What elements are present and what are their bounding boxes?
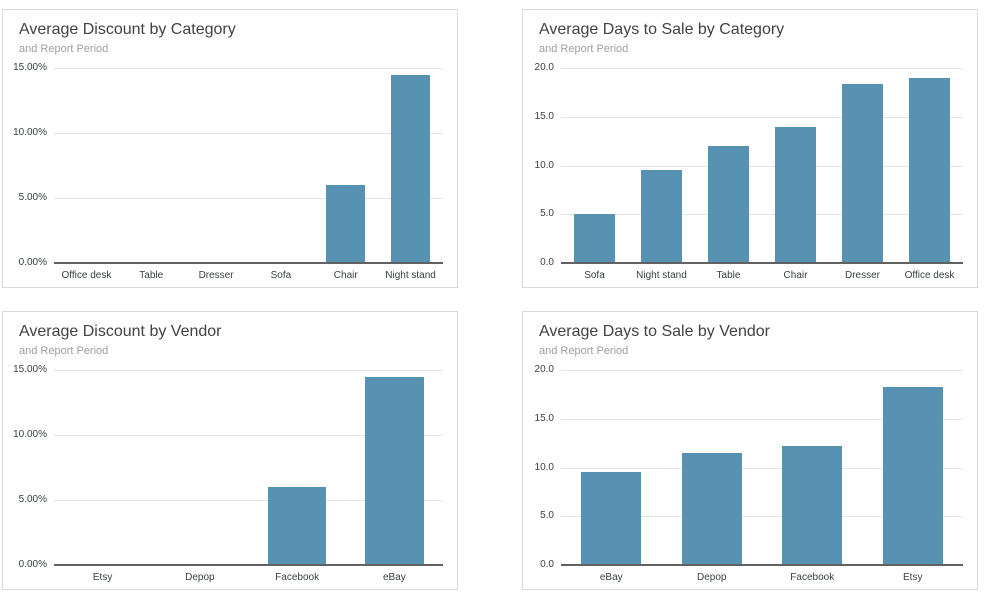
x-tick-label: Sofa: [584, 270, 605, 281]
y-tick-label: 5.00%: [18, 494, 47, 506]
bar-table[interactable]: [708, 146, 749, 263]
plot-area: [561, 370, 963, 566]
y-axis: 0.0 5.0 10.0 15.0 20.0: [523, 365, 554, 570]
gridline: [561, 68, 963, 69]
gridline: [54, 500, 443, 502]
y-tick-label: 15.0: [534, 110, 554, 122]
x-tick-label: Office desk: [61, 270, 112, 281]
gridline: [561, 214, 963, 216]
x-axis-baseline: [561, 564, 963, 566]
bar-etsy[interactable]: [882, 386, 943, 565]
y-tick-label: 15.00%: [13, 364, 47, 375]
y-axis: 0.00% 5.00% 10.00% 15.00%: [3, 365, 47, 570]
bar-facebook[interactable]: [782, 446, 843, 565]
y-tick-label: 15.0: [534, 412, 554, 424]
chart-card-avg-days-to-sale-by-vendor: Average Days to Sale by Vendor and Repor…: [522, 311, 978, 590]
y-tick-label: 5.00%: [18, 192, 47, 204]
chart-title: Average Discount by Vendor: [19, 323, 222, 340]
x-tick-label: Chair: [783, 270, 808, 281]
bar-sofa[interactable]: [574, 214, 615, 263]
bar-dresser[interactable]: [842, 83, 883, 263]
y-tick-label: 10.00%: [13, 127, 47, 139]
gridline: [561, 467, 963, 469]
chart-subtitle: and Report Period: [19, 43, 109, 55]
y-tick-label: 0.00%: [18, 559, 47, 570]
x-tick-label: Facebook: [275, 572, 320, 583]
y-axis: 0.00% 5.00% 10.00% 15.00%: [3, 63, 47, 268]
gridline: [54, 198, 443, 200]
gridline: [54, 68, 443, 69]
x-tick-label: Sofa: [270, 270, 292, 281]
plot-area: [54, 370, 443, 566]
x-axis: Etsy Depop Facebook eBay: [54, 572, 443, 586]
gridline: [54, 370, 443, 371]
x-tick-label: Office desk: [904, 270, 955, 281]
plot-area: [561, 68, 963, 264]
x-tick-label: Night stand: [385, 270, 436, 281]
chart-subtitle: and Report Period: [19, 345, 109, 357]
chart-title: Average Days to Sale by Vendor: [539, 323, 770, 340]
bar-chair[interactable]: [326, 185, 366, 263]
chart-title: Average Discount by Category: [19, 21, 236, 38]
x-tick-label: Etsy: [903, 572, 923, 583]
y-tick-label: 0.0: [540, 559, 554, 570]
x-axis-baseline: [54, 564, 443, 566]
x-tick-label: Dresser: [198, 270, 234, 281]
gridline: [561, 516, 963, 518]
chart-title: Average Days to Sale by Category: [539, 21, 785, 38]
gridline: [54, 435, 443, 437]
gridline: [54, 133, 443, 135]
y-tick-label: 20.0: [534, 62, 554, 73]
x-tick-label: Depop: [185, 572, 215, 583]
chart-card-avg-discount-by-category: Average Discount by Category and Report …: [2, 9, 458, 288]
x-axis-baseline: [54, 262, 443, 264]
y-tick-label: 10.0: [534, 159, 554, 171]
y-tick-label: 20.0: [534, 364, 554, 375]
x-axis-baseline: [561, 262, 963, 264]
gridline: [561, 165, 963, 167]
x-axis: eBay Depop Facebook Etsy: [561, 572, 963, 586]
x-tick-label: Table: [139, 270, 164, 281]
chart-subtitle: and Report Period: [539, 43, 629, 55]
x-axis: Office desk Table Dresser Sofa Chair Night st…: [54, 270, 443, 284]
x-tick-label: Night stand: [636, 270, 687, 281]
y-tick-label: 15.00%: [13, 62, 47, 73]
chart-card-avg-days-to-sale-by-category: Average Days to Sale by Category and Rep…: [522, 9, 978, 288]
plot-area: [54, 68, 443, 264]
chart-subtitle: and Report Period: [539, 345, 629, 357]
x-tick-label: Dresser: [844, 270, 880, 281]
y-axis: 0.0 5.0 10.0 15.0 20.0: [523, 63, 554, 268]
y-tick-label: 5.0: [540, 510, 554, 522]
x-axis: Sofa Night stand Table Chair Dresser Office d…: [561, 270, 963, 284]
bar-night-stand[interactable]: [641, 170, 682, 263]
bar-office-desk[interactable]: [909, 77, 950, 263]
y-tick-label: 0.0: [540, 257, 554, 268]
x-tick-label: eBay: [599, 572, 623, 583]
x-tick-label: Chair: [333, 270, 358, 281]
x-tick-label: Table: [716, 270, 741, 281]
bar-chair[interactable]: [775, 126, 816, 263]
bar-night-stand[interactable]: [391, 74, 431, 263]
chart-card-avg-discount-by-vendor: Average Discount by Vendor and Report Pe…: [2, 311, 458, 590]
bar-facebook[interactable]: [267, 487, 327, 565]
x-tick-label: Etsy: [92, 572, 113, 583]
y-tick-label: 10.0: [534, 461, 554, 473]
gridline: [561, 370, 963, 371]
y-tick-label: 0.00%: [18, 257, 47, 268]
gridline: [561, 116, 963, 118]
bar-depop[interactable]: [681, 452, 742, 565]
x-tick-label: Depop: [697, 572, 727, 583]
y-tick-label: 5.0: [540, 208, 554, 220]
gridline: [561, 418, 963, 420]
x-tick-label: eBay: [382, 572, 406, 583]
bar-ebay[interactable]: [365, 376, 424, 565]
x-tick-label: Facebook: [790, 572, 835, 583]
bar-ebay[interactable]: [581, 472, 642, 565]
y-tick-label: 10.00%: [13, 429, 47, 441]
